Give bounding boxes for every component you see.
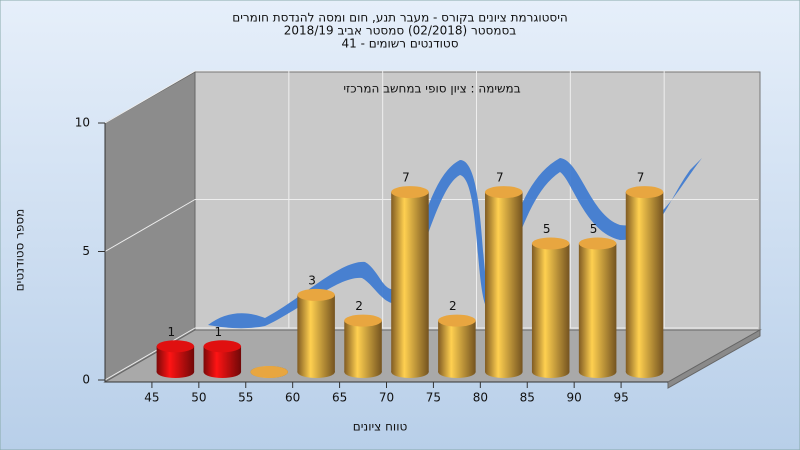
data-label: 5 [590,222,598,236]
data-label: 1 [214,325,222,339]
data-label: 3 [308,273,316,287]
subtitle: סטודנטים רשומים - 41 [341,37,458,51]
data-label: 5 [543,222,551,236]
x-tick-label: 55 [238,391,253,405]
data-label: 2 [355,299,363,313]
bar [344,320,382,372]
x-tick-label: 75 [426,391,441,405]
x-axis-label: טווח ציונים [353,420,408,434]
bar-top [250,366,288,378]
bar-top [625,186,664,199]
bar-top [203,340,242,353]
annotation: במשימה : ציון סופי במחשב המרכזי [343,82,520,96]
bar [531,243,570,372]
data-label: 1 [168,325,176,339]
distribution-curve [208,158,702,329]
bar [438,320,476,372]
floor-edge [667,329,761,389]
x-tick-label: 80 [473,391,488,405]
y-tick-label: 10 [75,116,90,130]
x-tick-label: 70 [379,391,394,405]
data-label: 2 [449,299,457,313]
bar-top [485,186,523,199]
x-tick-label: 95 [613,391,628,405]
x-tick-label: 50 [191,391,206,405]
bar [625,192,664,372]
bar [297,294,335,372]
title: היסטוגרמת ציונים בקורס - מעבר תנע, חום ו… [232,11,567,25]
subtitle: בסמסטר (02/2018) סמסטר אביב 2018/19 [284,24,516,38]
x-tick-label: 65 [332,391,347,405]
bar-top [391,186,429,199]
data-label: 7 [637,171,645,185]
grid-line [104,199,196,252]
y-tick-label: 0 [82,373,90,387]
bar-top [531,237,570,250]
y-axis-label: מספר סטודנטים [13,209,27,292]
bar [485,192,523,372]
data-label: 7 [402,171,410,185]
bar [391,192,429,372]
x-tick-label: 45 [144,391,159,405]
grid-line [104,327,196,381]
x-tick-label: 90 [567,391,582,405]
y-tick-label: 5 [82,244,90,258]
bar-top [344,314,382,327]
bar-top [156,340,195,353]
x-tick-label: 60 [285,391,300,405]
grid-line [104,70,196,124]
bar-top [438,314,476,327]
bar-top [578,237,617,250]
bar-top [297,288,335,301]
data-label: 7 [496,171,504,185]
bar [578,243,617,372]
x-tick-label: 85 [520,391,535,405]
